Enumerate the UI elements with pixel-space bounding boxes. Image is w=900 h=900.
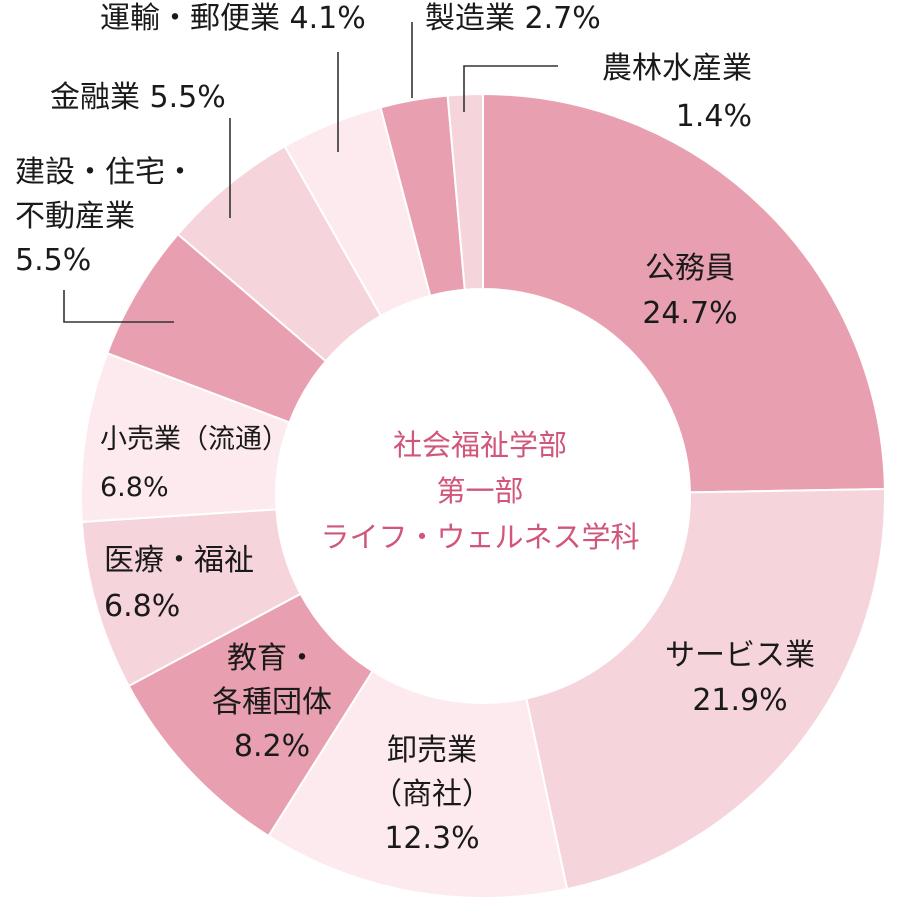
- slice-labels: 公務員 24.7% サービス業 21.9% 卸売業 （商社） 12.3% 教育・各種団体 8.2…: [15, 1, 815, 856]
- slices-group: [80, 92, 886, 899]
- slice-label-4-line-0: 医療・福祉: [104, 543, 254, 578]
- center-label-line-1: 社会福祉学部: [393, 428, 567, 462]
- slice-label-6-line-2: 5.5%: [15, 243, 91, 278]
- center-label-line-3: ライフ・ウェルネス学科: [320, 520, 639, 554]
- slice-label-3-line-2: 8.2%: [234, 729, 310, 764]
- slice-label-2-line-2: 12.3%: [384, 821, 479, 856]
- slice-label-1-line-1: 21.9%: [692, 683, 787, 718]
- slice-label-3-line-1: 各種団体: [212, 685, 332, 720]
- slice-label-8: 運輸・郵便業 4.1%: [100, 1, 366, 36]
- slice-label-6: 建設・住宅・不動産業 5.5%: [15, 155, 195, 278]
- center-label: 社会福祉学部 第一部 ライフ・ウェルネス学科: [320, 428, 639, 554]
- slice-label-0: 公務員 24.7%: [642, 251, 737, 331]
- leader-line-nourin: [463, 65, 558, 112]
- slice-label-5: 小売業（流通） 6.8%: [100, 424, 289, 503]
- slice-label-3-line-0: 教育・: [227, 641, 317, 676]
- slice-label-2: 卸売業 （商社） 12.3%: [372, 733, 492, 856]
- slice-label-3: 教育・各種団体 8.2%: [212, 641, 332, 764]
- donut-slice-1: [525, 488, 886, 891]
- slice-label-10: 農林水産業 1.4%: [602, 51, 752, 134]
- leader-line-kensetsu: [63, 290, 174, 323]
- slice-label-4-line-1: 6.8%: [104, 589, 180, 624]
- donut-slice-0: [482, 92, 886, 494]
- slice-label-5-line-1: 6.8%: [100, 472, 169, 503]
- slice-label-8-line-0: 運輸・郵便業 4.1%: [100, 1, 366, 36]
- slice-label-10-line-1: 1.4%: [676, 99, 752, 134]
- slice-label-7-line-0: 金融業 5.5%: [50, 80, 226, 115]
- donut-slice-2: [267, 669, 569, 899]
- slice-label-10-line-0: 農林水産業: [602, 51, 752, 86]
- slice-label-9: 製造業 2.7%: [425, 1, 601, 36]
- slice-label-6-line-1: 不動産業: [15, 199, 135, 234]
- slice-label-5-line-0: 小売業（流通）: [100, 424, 289, 455]
- slice-label-2-line-0: 卸売業: [387, 733, 477, 768]
- slice-label-4: 医療・福祉 6.8%: [104, 543, 254, 624]
- slice-label-9-line-0: 製造業 2.7%: [425, 1, 601, 36]
- slice-label-0-line-0: 公務員: [645, 251, 735, 286]
- slice-label-7: 金融業 5.5%: [50, 80, 226, 115]
- slice-label-1: サービス業 21.9%: [665, 638, 815, 718]
- donut-slice-10: [446, 92, 484, 291]
- leader-lines: [63, 22, 558, 323]
- slice-label-0-line-1: 24.7%: [642, 296, 737, 331]
- slice-label-1-line-0: サービス業: [665, 638, 815, 673]
- slice-label-2-line-1: （商社）: [372, 777, 492, 812]
- center-label-line-2: 第一部: [436, 474, 523, 508]
- slice-label-6-line-0: 建設・住宅・: [15, 155, 195, 190]
